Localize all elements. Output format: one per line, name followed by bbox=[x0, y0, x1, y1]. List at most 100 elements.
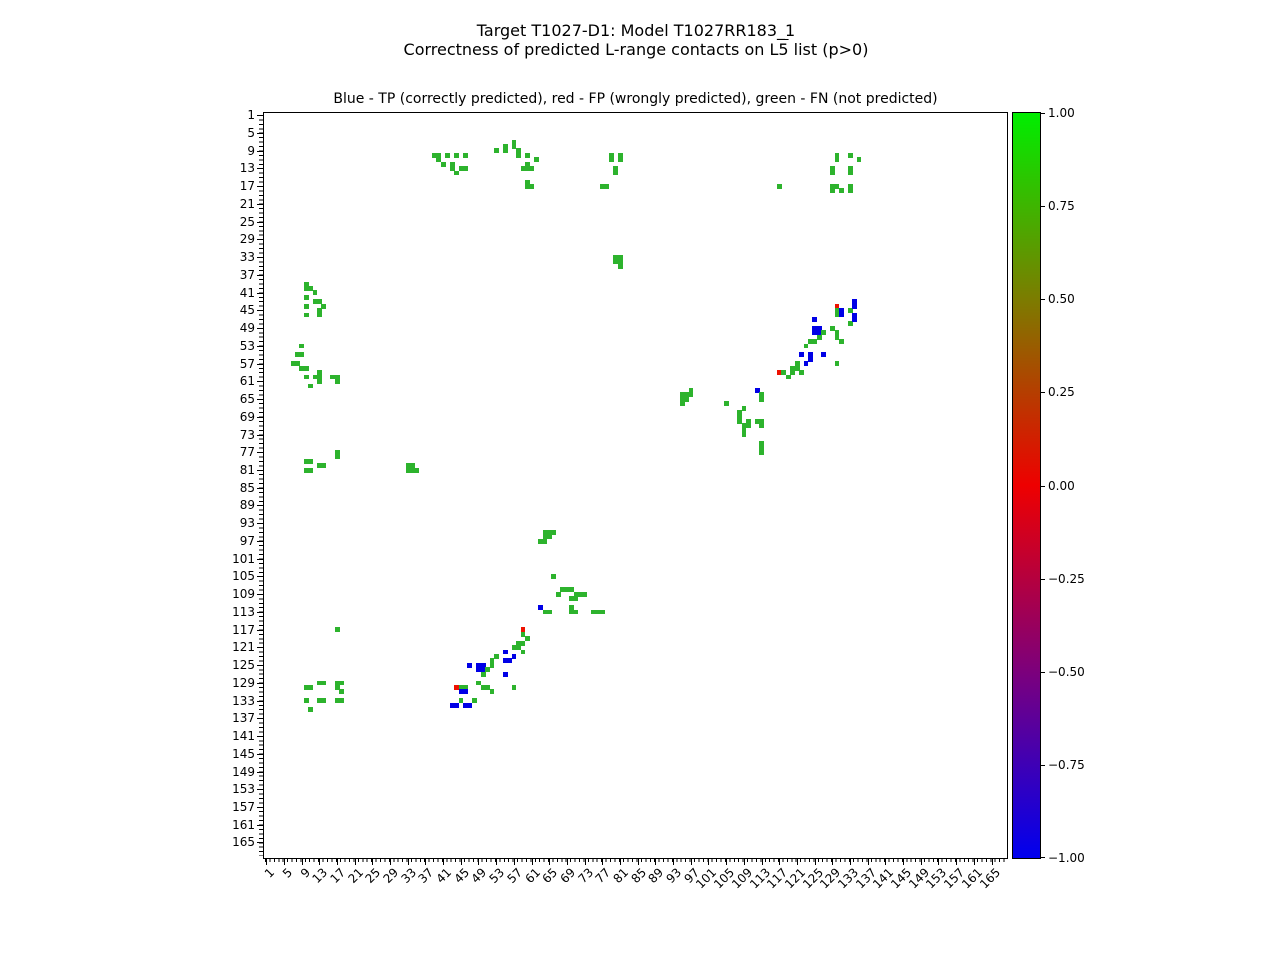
colorbar-tick-label: 0.00 bbox=[1048, 478, 1075, 493]
contact-point-fn bbox=[684, 396, 689, 402]
y-tick-mark bbox=[257, 576, 263, 578]
contact-point-tp bbox=[476, 662, 482, 668]
contact-point-fn bbox=[334, 685, 340, 690]
y-tick-mark bbox=[257, 594, 263, 596]
contact-point-fn bbox=[308, 458, 314, 464]
x-tick-mark bbox=[620, 859, 622, 865]
contact-point-fn bbox=[524, 183, 530, 189]
colorbar-tick-label: 0.50 bbox=[1048, 292, 1075, 307]
y-tick-mark bbox=[257, 824, 263, 826]
contact-point-fn bbox=[830, 166, 835, 172]
y-tick-mark bbox=[257, 203, 263, 205]
contact-point-fn bbox=[489, 658, 495, 664]
contact-point-fn bbox=[409, 467, 415, 473]
contact-point-fn bbox=[613, 259, 619, 265]
y-tick-mark bbox=[257, 292, 263, 294]
colorbar-tick-label: −0.50 bbox=[1048, 664, 1085, 679]
contact-point-fn bbox=[591, 609, 597, 615]
contact-point-fn bbox=[524, 152, 530, 158]
y-tick-label: 121 bbox=[232, 640, 255, 655]
contact-point-fn bbox=[334, 450, 340, 455]
contact-point-fn bbox=[480, 685, 486, 690]
contact-point-fn bbox=[339, 689, 344, 695]
x-tick-mark bbox=[832, 859, 834, 865]
contact-point-fn bbox=[436, 157, 442, 163]
contact-point-fn bbox=[463, 685, 468, 690]
contact-point-tp bbox=[838, 312, 844, 318]
contact-point-fn bbox=[334, 680, 340, 686]
y-tick-mark bbox=[257, 807, 263, 808]
contact-point-tp bbox=[816, 330, 822, 336]
contact-point-fn bbox=[317, 299, 322, 305]
contact-point-fn bbox=[312, 290, 318, 296]
contact-point-fn bbox=[533, 157, 539, 163]
y-tick-label: 17 bbox=[239, 179, 255, 194]
y-tick-mark bbox=[257, 789, 263, 791]
x-tick-mark bbox=[708, 859, 710, 865]
contact-point-fn bbox=[838, 188, 844, 194]
contact-point-fn bbox=[542, 534, 548, 540]
contact-point-fn bbox=[529, 183, 535, 189]
colorbar-tick-mark bbox=[1041, 392, 1045, 394]
y-tick-label: 45 bbox=[239, 303, 255, 318]
y-tick-label: 65 bbox=[239, 392, 255, 407]
y-tick-mark bbox=[257, 310, 263, 312]
x-tick-mark bbox=[407, 859, 409, 865]
contact-point-fn bbox=[688, 387, 694, 393]
contact-point-fn bbox=[830, 170, 835, 176]
contact-point-fn bbox=[303, 303, 309, 309]
contact-point-fn bbox=[405, 467, 411, 473]
y-tick-label: 97 bbox=[239, 533, 255, 548]
y-tick-mark bbox=[257, 523, 263, 525]
x-tick-mark bbox=[867, 859, 869, 865]
contact-point-fn bbox=[520, 649, 526, 655]
y-axis-minor-ticks bbox=[259, 115, 263, 856]
contact-point-fn bbox=[334, 454, 340, 460]
contact-point-fn bbox=[445, 152, 451, 158]
contact-point-fn bbox=[741, 423, 747, 429]
contact-point-fn bbox=[454, 170, 459, 176]
y-tick-label: 145 bbox=[232, 746, 255, 761]
contact-point-fn bbox=[303, 467, 309, 473]
figure-title-line1: Target T1027-D1: Model T1027RR183_1 bbox=[476, 21, 796, 40]
colorbar-tick-mark bbox=[1041, 764, 1045, 766]
contact-point-fn bbox=[737, 410, 743, 415]
contact-point-fn bbox=[600, 609, 605, 615]
contact-point-fn bbox=[290, 361, 296, 367]
y-tick-mark bbox=[257, 469, 263, 471]
axes-title: Blue - TP (correctly predicted), red - F… bbox=[333, 91, 938, 107]
x-tick-mark bbox=[956, 859, 958, 865]
contact-point-fn bbox=[830, 325, 835, 331]
contact-point-fn bbox=[569, 609, 574, 615]
colorbar-tick-mark bbox=[1041, 206, 1045, 208]
contact-point-fn bbox=[847, 152, 853, 158]
contact-point-fn bbox=[334, 374, 340, 380]
y-tick-label: 141 bbox=[232, 729, 255, 744]
contact-point-fn bbox=[759, 450, 765, 455]
contact-point-fn bbox=[834, 152, 840, 158]
contact-point-fn bbox=[834, 312, 840, 318]
contact-point-fn bbox=[564, 587, 570, 593]
y-tick-label: 129 bbox=[232, 675, 255, 690]
x-tick-mark bbox=[496, 859, 498, 865]
contact-point-tp bbox=[838, 308, 844, 313]
y-tick-mark bbox=[257, 540, 263, 542]
y-tick-mark bbox=[257, 842, 263, 844]
y-tick-label: 153 bbox=[232, 782, 255, 797]
contact-point-tp bbox=[449, 702, 455, 708]
contact-point-fn bbox=[303, 281, 309, 287]
y-tick-mark bbox=[257, 150, 263, 152]
contact-point-fn bbox=[847, 308, 853, 313]
contact-point-fn bbox=[604, 183, 610, 189]
contact-point-fn bbox=[847, 166, 853, 172]
contact-point-tp bbox=[754, 387, 760, 393]
contact-point-fp bbox=[834, 303, 840, 309]
contact-point-fn bbox=[317, 312, 322, 318]
y-tick-mark bbox=[257, 345, 263, 347]
contact-point-fn bbox=[529, 166, 535, 172]
contact-point-fn bbox=[679, 392, 685, 398]
y-tick-label: 69 bbox=[239, 409, 255, 424]
x-tick-mark bbox=[637, 859, 639, 865]
contact-point-fn bbox=[458, 698, 464, 704]
